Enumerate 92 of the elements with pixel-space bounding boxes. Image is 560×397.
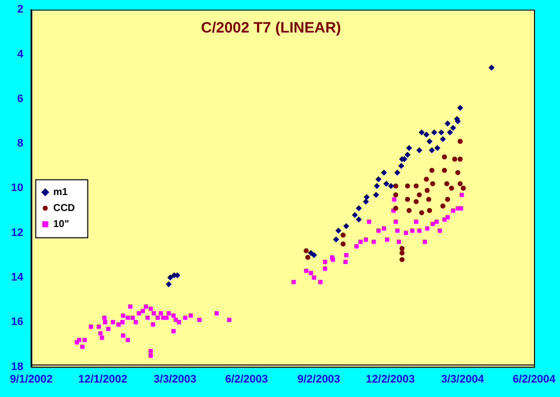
point (340, 242, 346, 247)
point (356, 216, 362, 222)
point (449, 186, 454, 191)
y-tick-label: 2 (17, 4, 24, 16)
point (430, 181, 436, 186)
point (333, 236, 340, 243)
point (445, 196, 450, 202)
legend-label: CCD (53, 202, 75, 214)
point (393, 192, 398, 198)
point (442, 154, 447, 160)
point (440, 136, 446, 142)
point (400, 257, 405, 262)
x-tick-label: 12/2/2003 (366, 373, 415, 386)
point (400, 250, 405, 256)
point (375, 176, 382, 182)
point (405, 196, 410, 202)
point (424, 176, 429, 182)
point (458, 138, 463, 144)
point (414, 199, 419, 204)
point (442, 168, 447, 173)
point (429, 168, 434, 173)
point (305, 254, 310, 260)
x-tick-label: 6/2/2004 (512, 373, 556, 386)
point (416, 192, 422, 198)
point (340, 232, 346, 238)
x-tick-label: 12/1/2002 (78, 373, 128, 386)
point (458, 156, 463, 162)
point (444, 181, 450, 186)
point (438, 129, 444, 136)
point (404, 152, 411, 158)
point (455, 170, 460, 176)
point (311, 252, 318, 258)
point (362, 198, 369, 205)
point (398, 162, 404, 169)
point (452, 156, 458, 162)
legend-label: m1 (53, 186, 68, 198)
point (450, 124, 456, 131)
y-tick-label: 18 (10, 360, 24, 373)
point (423, 132, 430, 138)
text: C/2002 T7 (LINEAR) (200, 20, 342, 37)
point (457, 104, 464, 111)
point (446, 129, 453, 136)
x-tick-label: 3/3/2004 (441, 373, 485, 386)
point (352, 212, 358, 218)
point (405, 183, 410, 188)
point (440, 204, 446, 209)
point (416, 147, 422, 154)
point (166, 281, 172, 288)
y-tick-label: 16 (10, 316, 24, 328)
legend-label: 10" (53, 218, 70, 230)
point (364, 194, 370, 200)
point (424, 188, 430, 193)
y-tick-label: 6 (17, 92, 24, 105)
point (419, 210, 424, 216)
point (374, 182, 380, 189)
y-tick-label: 10 (10, 182, 24, 194)
point (400, 246, 405, 251)
y-tick-label: 4 (17, 48, 24, 60)
x-tick-label: 9/1/2002 (10, 373, 53, 386)
point (394, 170, 400, 176)
point (434, 145, 440, 152)
point (427, 208, 432, 214)
x-tick-label: 9/2/2003 (297, 373, 340, 386)
point (426, 138, 433, 144)
x-tick-label: 6/2/2003 (225, 373, 268, 386)
point (431, 129, 438, 136)
point (356, 205, 362, 212)
point (406, 145, 412, 152)
point (308, 250, 314, 256)
point (458, 181, 463, 186)
point (428, 147, 435, 154)
point (418, 129, 425, 136)
y-tick-label: 14 (10, 272, 24, 284)
point (335, 228, 342, 234)
point (380, 170, 387, 176)
point (343, 223, 350, 230)
point (414, 183, 419, 188)
x-tick-label: 3/3/2003 (154, 373, 196, 386)
point (383, 180, 390, 187)
point (304, 248, 309, 254)
point (388, 182, 394, 189)
point (393, 183, 398, 188)
point (406, 208, 412, 214)
y-tick-label: 8 (17, 138, 24, 150)
point (167, 274, 174, 280)
point (488, 64, 495, 71)
point (373, 192, 380, 198)
y-tick-label: 12 (10, 226, 24, 239)
point (444, 120, 451, 126)
point (426, 196, 432, 202)
point (393, 206, 398, 211)
point (460, 186, 466, 191)
